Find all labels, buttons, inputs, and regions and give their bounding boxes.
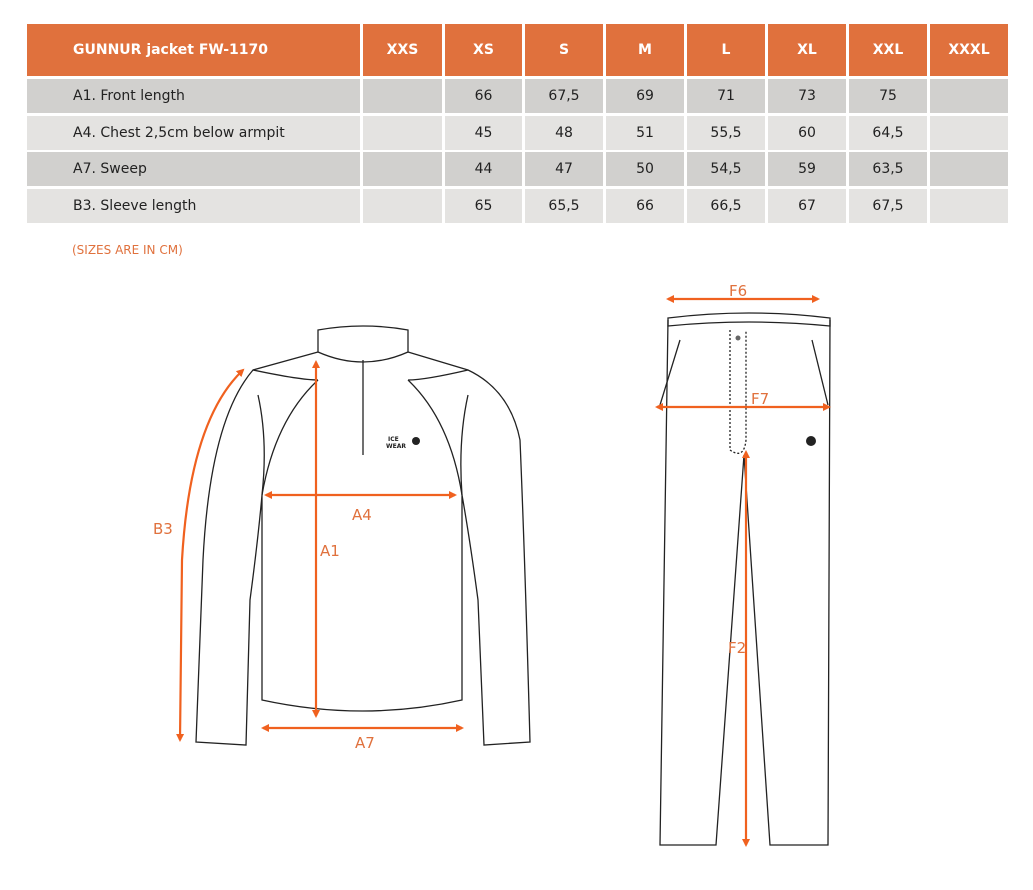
table-cell: 71 xyxy=(687,79,765,113)
size-header: XXS xyxy=(363,24,442,76)
size-header: XS xyxy=(445,24,522,76)
table-cell: 67,5 xyxy=(849,189,927,223)
table-cell: 48 xyxy=(525,116,603,150)
row-label: B3. Sleeve length xyxy=(27,189,360,223)
table-cell: 65 xyxy=(445,189,522,223)
table-cell xyxy=(363,79,442,113)
table-cell xyxy=(363,189,442,223)
table-cell xyxy=(363,152,442,186)
size-header: S xyxy=(525,24,603,76)
table-cell: 69 xyxy=(606,79,684,113)
table-cell xyxy=(930,189,1008,223)
table-cell: 60 xyxy=(768,116,846,150)
table-cell xyxy=(930,116,1008,150)
table-cell: 55,5 xyxy=(687,116,765,150)
table-cell: 47 xyxy=(525,152,603,186)
snowflake-logo-icon xyxy=(412,437,420,445)
table-cell: 65,5 xyxy=(525,189,603,223)
table-cell: 63,5 xyxy=(849,152,927,186)
label-f6: F6 xyxy=(729,282,747,300)
size-header: XXL xyxy=(849,24,927,76)
jacket-illustration: ICE WEAR xyxy=(195,325,531,746)
label-a7: A7 xyxy=(355,734,375,752)
row-label: A1. Front length xyxy=(27,79,360,113)
table-cell xyxy=(930,79,1008,113)
table-title: GUNNUR jacket FW-1170 xyxy=(27,24,360,76)
measurement-arrows-jacket: B3 A1 A4 A7 xyxy=(153,360,464,752)
row-label: A4. Chest 2,5cm below armpit xyxy=(27,116,360,150)
size-header: L xyxy=(687,24,765,76)
table-cell: 44 xyxy=(445,152,522,186)
label-f2: F2 xyxy=(728,639,746,657)
table-cell: 66,5 xyxy=(687,189,765,223)
size-header: XL xyxy=(768,24,846,76)
label-a1: A1 xyxy=(320,542,340,560)
table-cell: 45 xyxy=(445,116,522,150)
logo-text: ICE xyxy=(388,436,399,443)
table-cell xyxy=(363,116,442,150)
logo-text: WEAR xyxy=(386,443,406,450)
table-cell: 54,5 xyxy=(687,152,765,186)
table-cell: 59 xyxy=(768,152,846,186)
size-header: M xyxy=(606,24,684,76)
pants-illustration xyxy=(659,312,831,846)
label-f7: F7 xyxy=(751,390,769,408)
table-cell xyxy=(930,152,1008,186)
arrow-b3 xyxy=(176,368,245,742)
table-cell: 75 xyxy=(849,79,927,113)
measurement-arrows-pants: F6 F7 F2 xyxy=(655,282,831,847)
label-b3: B3 xyxy=(153,520,173,538)
table-cell: 50 xyxy=(606,152,684,186)
table-cell: 66 xyxy=(606,189,684,223)
table-cell: 51 xyxy=(606,116,684,150)
table-cell: 67 xyxy=(768,189,846,223)
snowflake-logo-icon xyxy=(806,436,816,446)
label-a4: A4 xyxy=(352,506,372,524)
row-label: A7. Sweep xyxy=(27,152,360,186)
units-note: (SIZES ARE IN CM) xyxy=(72,243,183,257)
size-header: XXXL xyxy=(930,24,1008,76)
table-cell: 64,5 xyxy=(849,116,927,150)
table-cell: 67,5 xyxy=(525,79,603,113)
table-cell: 66 xyxy=(445,79,522,113)
table-cell: 73 xyxy=(768,79,846,113)
